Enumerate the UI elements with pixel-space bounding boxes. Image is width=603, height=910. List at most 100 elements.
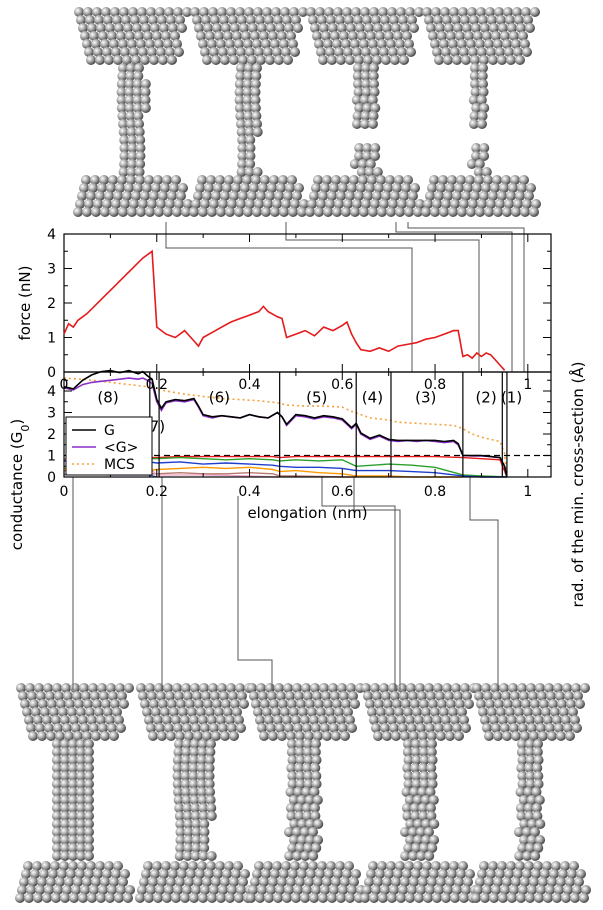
atom <box>287 755 298 765</box>
atom <box>479 191 489 201</box>
atom <box>242 87 253 97</box>
atom <box>97 183 107 193</box>
atom <box>362 103 373 113</box>
atom <box>353 87 364 97</box>
atom <box>424 15 434 25</box>
atom <box>257 23 267 33</box>
atom <box>79 183 89 193</box>
atom <box>76 787 86 797</box>
atom <box>20 699 30 709</box>
atom <box>162 893 172 903</box>
atom <box>243 39 253 49</box>
atom <box>144 175 154 185</box>
atom <box>488 55 498 65</box>
atom <box>352 111 363 121</box>
atom <box>84 787 94 797</box>
atom <box>400 23 410 33</box>
atom <box>368 71 379 81</box>
atom <box>76 747 86 757</box>
atom <box>233 861 243 871</box>
atom <box>371 723 381 733</box>
cond-top-x-tick-label: 0 <box>60 377 69 393</box>
atom <box>370 683 380 693</box>
atom <box>174 803 185 813</box>
atom <box>250 87 261 97</box>
atom <box>211 877 221 887</box>
atom <box>135 159 146 169</box>
atom <box>181 795 192 805</box>
atom <box>170 31 180 41</box>
atom <box>79 683 89 693</box>
atom <box>60 747 70 757</box>
atom <box>116 723 126 733</box>
atom <box>52 843 62 853</box>
atom <box>517 843 528 853</box>
atom <box>483 175 493 185</box>
atom <box>288 39 298 49</box>
atom <box>413 819 424 829</box>
atom <box>403 739 413 749</box>
atom <box>509 723 519 733</box>
atom <box>340 175 350 185</box>
atom <box>257 885 267 895</box>
atom <box>327 55 337 65</box>
atom <box>538 877 548 887</box>
atom <box>154 207 164 217</box>
atom <box>376 175 386 185</box>
atom <box>300 827 311 837</box>
atom <box>531 803 542 813</box>
atom <box>324 7 334 17</box>
atom <box>478 707 488 717</box>
atom <box>321 31 331 41</box>
atom <box>297 207 307 217</box>
atom <box>258 691 268 701</box>
atom <box>570 893 580 903</box>
atom <box>221 699 231 709</box>
atom <box>353 79 364 89</box>
atom <box>66 869 76 879</box>
atom <box>190 851 201 861</box>
atom <box>409 731 419 741</box>
atom <box>213 183 223 193</box>
atom <box>282 15 292 25</box>
conductance-y-axis-subscript: 0 <box>19 425 32 432</box>
atom <box>286 877 296 887</box>
atom <box>547 877 557 887</box>
atom <box>337 683 347 693</box>
atom <box>147 691 157 701</box>
atom <box>288 795 299 805</box>
atom <box>512 699 522 709</box>
atom <box>504 869 514 879</box>
atom <box>563 723 573 733</box>
atom <box>240 869 250 879</box>
atom <box>252 63 262 73</box>
atom <box>119 699 129 709</box>
atom <box>84 843 94 853</box>
atom <box>419 699 429 709</box>
atom <box>500 885 510 895</box>
atom <box>434 723 444 733</box>
atom <box>26 723 36 733</box>
atom <box>244 167 255 177</box>
atom <box>409 787 420 797</box>
atom <box>379 683 389 693</box>
atom <box>140 699 150 709</box>
atom <box>309 191 319 201</box>
atom <box>94 707 104 717</box>
atom <box>399 691 409 701</box>
atom <box>492 175 502 185</box>
atom <box>178 183 188 193</box>
atom <box>456 869 466 879</box>
atom <box>185 699 195 709</box>
atom <box>479 103 490 113</box>
atom <box>68 771 78 781</box>
atom <box>318 893 328 903</box>
atom <box>519 175 529 185</box>
atom <box>350 39 360 49</box>
atom <box>52 747 62 757</box>
atom <box>45 691 55 701</box>
atom <box>203 699 213 709</box>
atom <box>354 191 364 201</box>
atom <box>451 15 461 25</box>
atom <box>383 183 393 193</box>
